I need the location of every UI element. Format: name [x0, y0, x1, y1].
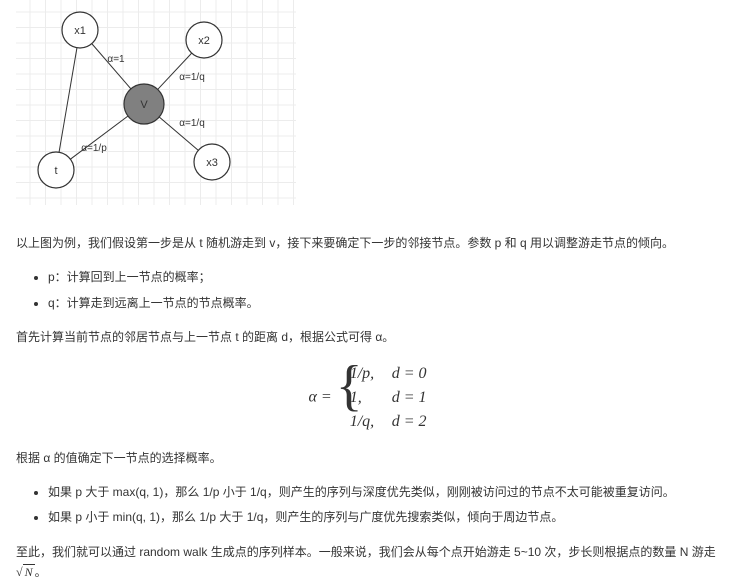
- alpha-formula: α = { 1/p, d = 01, d = 11/q, d = 2: [16, 362, 719, 434]
- graph-node-label-v: V: [140, 99, 148, 111]
- graph-svg: α=1 α=1/q α=1/q α=1/p x1 x2 Vx3 t: [16, 0, 296, 205]
- pq-list-item: p：计算回到上一节点的概率；: [48, 267, 719, 287]
- random-walk-graph: α=1 α=1/q α=1/q α=1/p x1 x2 Vx3 t: [16, 0, 296, 205]
- pq-list: p：计算回到上一节点的概率； q：计算走到远离上一节点的节点概率。: [48, 267, 719, 313]
- graph-node-label-x2: x2: [198, 35, 210, 47]
- alpha-behaviour-list: 如果 p 大于 max(q, 1)，那么 1/p 小于 1/q，则产生的序列与深…: [48, 482, 719, 528]
- graph-edge-label: α=1/q: [179, 72, 205, 83]
- graph-node-label-t: t: [54, 165, 57, 177]
- alpha-list-item: 如果 p 大于 max(q, 1)，那么 1/p 小于 1/q，则产生的序列与深…: [48, 482, 719, 502]
- graph-edge: [92, 44, 131, 89]
- alpha-list-item: 如果 p 小于 min(q, 1)，那么 1/p 大于 1/q，则产生的序列与广…: [48, 507, 719, 527]
- graph-edge-label: α=1/p: [81, 143, 107, 154]
- closing-text-a: 至此，我们就可以通过 random walk 生成点的序列样本。一般来说，我们会…: [16, 545, 716, 559]
- graph-edge-label: α=1/q: [179, 118, 205, 129]
- graph-edge: [59, 48, 77, 153]
- graph-node-label-x1: x1: [74, 25, 86, 37]
- graph-node-label-x3: x3: [206, 157, 218, 169]
- closing-text-b: 。: [35, 565, 47, 579]
- after-alpha-paragraph: 根据 α 的值确定下一节点的选择概率。: [16, 448, 719, 468]
- sqrt-n: √N: [16, 562, 35, 582]
- pq-list-item: q：计算走到远离上一节点的节点概率。: [48, 293, 719, 313]
- graph-edge-label: α=1: [107, 54, 125, 65]
- intro-paragraph: 以上图为例，我们假设第一步是从 t 随机游走到 v，接下来要确定下一步的邻接节点…: [16, 233, 719, 253]
- closing-paragraph: 至此，我们就可以通过 random walk 生成点的序列样本。一般来说，我们会…: [16, 542, 719, 583]
- distance-paragraph: 首先计算当前节点的邻居节点与上一节点 t 的距离 d，根据公式可得 α。: [16, 327, 719, 347]
